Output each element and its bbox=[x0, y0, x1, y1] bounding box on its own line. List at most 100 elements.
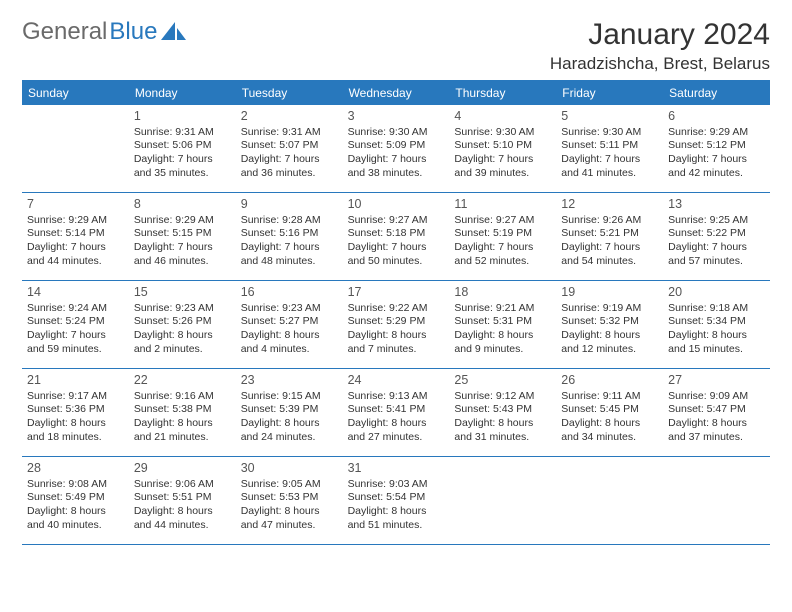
day-info: Sunrise: 9:21 AMSunset: 5:31 PMDaylight:… bbox=[454, 302, 551, 357]
calendar-cell: 17Sunrise: 9:22 AMSunset: 5:29 PMDayligh… bbox=[343, 281, 450, 369]
header: GeneralBlue January 2024 Haradzishcha, B… bbox=[22, 18, 770, 74]
logo: GeneralBlue bbox=[22, 18, 187, 46]
day-number: 9 bbox=[241, 196, 338, 213]
calendar-cell: 26Sunrise: 9:11 AMSunset: 5:45 PMDayligh… bbox=[556, 369, 663, 457]
day-info: Sunrise: 9:12 AMSunset: 5:43 PMDaylight:… bbox=[454, 390, 551, 445]
calendar-cell: 12Sunrise: 9:26 AMSunset: 5:21 PMDayligh… bbox=[556, 193, 663, 281]
calendar-grid: SundayMondayTuesdayWednesdayThursdayFrid… bbox=[22, 80, 770, 545]
day-header: Tuesday bbox=[236, 81, 343, 105]
calendar-cell: 20Sunrise: 9:18 AMSunset: 5:34 PMDayligh… bbox=[663, 281, 770, 369]
day-info: Sunrise: 9:25 AMSunset: 5:22 PMDaylight:… bbox=[668, 214, 765, 269]
day-number: 5 bbox=[561, 108, 658, 125]
calendar-cell bbox=[663, 457, 770, 545]
calendar-cell: 27Sunrise: 9:09 AMSunset: 5:47 PMDayligh… bbox=[663, 369, 770, 457]
day-number: 17 bbox=[348, 284, 445, 301]
day-info: Sunrise: 9:23 AMSunset: 5:27 PMDaylight:… bbox=[241, 302, 338, 357]
calendar-cell: 1Sunrise: 9:31 AMSunset: 5:06 PMDaylight… bbox=[129, 105, 236, 193]
day-number: 2 bbox=[241, 108, 338, 125]
day-info: Sunrise: 9:05 AMSunset: 5:53 PMDaylight:… bbox=[241, 478, 338, 533]
day-info: Sunrise: 9:29 AMSunset: 5:15 PMDaylight:… bbox=[134, 214, 231, 269]
day-info: Sunrise: 9:27 AMSunset: 5:18 PMDaylight:… bbox=[348, 214, 445, 269]
calendar-cell: 31Sunrise: 9:03 AMSunset: 5:54 PMDayligh… bbox=[343, 457, 450, 545]
calendar-cell: 30Sunrise: 9:05 AMSunset: 5:53 PMDayligh… bbox=[236, 457, 343, 545]
calendar-cell: 29Sunrise: 9:06 AMSunset: 5:51 PMDayligh… bbox=[129, 457, 236, 545]
day-info: Sunrise: 9:23 AMSunset: 5:26 PMDaylight:… bbox=[134, 302, 231, 357]
day-info: Sunrise: 9:30 AMSunset: 5:10 PMDaylight:… bbox=[454, 126, 551, 181]
day-number: 22 bbox=[134, 372, 231, 389]
day-header: Friday bbox=[556, 81, 663, 105]
day-info: Sunrise: 9:28 AMSunset: 5:16 PMDaylight:… bbox=[241, 214, 338, 269]
day-info: Sunrise: 9:24 AMSunset: 5:24 PMDaylight:… bbox=[27, 302, 124, 357]
day-info: Sunrise: 9:09 AMSunset: 5:47 PMDaylight:… bbox=[668, 390, 765, 445]
calendar-cell bbox=[449, 457, 556, 545]
day-info: Sunrise: 9:19 AMSunset: 5:32 PMDaylight:… bbox=[561, 302, 658, 357]
day-number: 13 bbox=[668, 196, 765, 213]
day-info: Sunrise: 9:03 AMSunset: 5:54 PMDaylight:… bbox=[348, 478, 445, 533]
day-number: 11 bbox=[454, 196, 551, 213]
logo-text-general: General bbox=[22, 18, 107, 46]
day-number: 26 bbox=[561, 372, 658, 389]
day-number: 27 bbox=[668, 372, 765, 389]
day-info: Sunrise: 9:06 AMSunset: 5:51 PMDaylight:… bbox=[134, 478, 231, 533]
day-number: 10 bbox=[348, 196, 445, 213]
calendar-cell: 23Sunrise: 9:15 AMSunset: 5:39 PMDayligh… bbox=[236, 369, 343, 457]
day-number: 15 bbox=[134, 284, 231, 301]
day-number: 12 bbox=[561, 196, 658, 213]
day-number: 18 bbox=[454, 284, 551, 301]
calendar-cell: 21Sunrise: 9:17 AMSunset: 5:36 PMDayligh… bbox=[22, 369, 129, 457]
day-number: 19 bbox=[561, 284, 658, 301]
day-header: Wednesday bbox=[343, 81, 450, 105]
day-info: Sunrise: 9:17 AMSunset: 5:36 PMDaylight:… bbox=[27, 390, 124, 445]
day-number: 29 bbox=[134, 460, 231, 477]
day-number: 20 bbox=[668, 284, 765, 301]
day-number: 7 bbox=[27, 196, 124, 213]
calendar-cell bbox=[556, 457, 663, 545]
logo-text-blue: Blue bbox=[109, 18, 157, 46]
logo-sail-icon bbox=[161, 22, 187, 42]
day-info: Sunrise: 9:18 AMSunset: 5:34 PMDaylight:… bbox=[668, 302, 765, 357]
day-header: Saturday bbox=[663, 81, 770, 105]
calendar-cell: 6Sunrise: 9:29 AMSunset: 5:12 PMDaylight… bbox=[663, 105, 770, 193]
day-number: 28 bbox=[27, 460, 124, 477]
location: Haradzishcha, Brest, Belarus bbox=[550, 54, 770, 74]
calendar-cell: 24Sunrise: 9:13 AMSunset: 5:41 PMDayligh… bbox=[343, 369, 450, 457]
day-number: 16 bbox=[241, 284, 338, 301]
day-number: 30 bbox=[241, 460, 338, 477]
calendar-cell bbox=[22, 105, 129, 193]
day-info: Sunrise: 9:13 AMSunset: 5:41 PMDaylight:… bbox=[348, 390, 445, 445]
day-info: Sunrise: 9:30 AMSunset: 5:11 PMDaylight:… bbox=[561, 126, 658, 181]
day-number: 1 bbox=[134, 108, 231, 125]
calendar-cell: 3Sunrise: 9:30 AMSunset: 5:09 PMDaylight… bbox=[343, 105, 450, 193]
day-info: Sunrise: 9:08 AMSunset: 5:49 PMDaylight:… bbox=[27, 478, 124, 533]
month-title: January 2024 bbox=[550, 18, 770, 52]
day-info: Sunrise: 9:29 AMSunset: 5:12 PMDaylight:… bbox=[668, 126, 765, 181]
calendar-cell: 10Sunrise: 9:27 AMSunset: 5:18 PMDayligh… bbox=[343, 193, 450, 281]
day-info: Sunrise: 9:22 AMSunset: 5:29 PMDaylight:… bbox=[348, 302, 445, 357]
day-number: 6 bbox=[668, 108, 765, 125]
calendar-cell: 14Sunrise: 9:24 AMSunset: 5:24 PMDayligh… bbox=[22, 281, 129, 369]
calendar-cell: 18Sunrise: 9:21 AMSunset: 5:31 PMDayligh… bbox=[449, 281, 556, 369]
calendar-cell: 22Sunrise: 9:16 AMSunset: 5:38 PMDayligh… bbox=[129, 369, 236, 457]
calendar-cell: 19Sunrise: 9:19 AMSunset: 5:32 PMDayligh… bbox=[556, 281, 663, 369]
calendar-cell: 7Sunrise: 9:29 AMSunset: 5:14 PMDaylight… bbox=[22, 193, 129, 281]
calendar-cell: 5Sunrise: 9:30 AMSunset: 5:11 PMDaylight… bbox=[556, 105, 663, 193]
day-number: 3 bbox=[348, 108, 445, 125]
day-info: Sunrise: 9:29 AMSunset: 5:14 PMDaylight:… bbox=[27, 214, 124, 269]
day-info: Sunrise: 9:31 AMSunset: 5:06 PMDaylight:… bbox=[134, 126, 231, 181]
day-info: Sunrise: 9:15 AMSunset: 5:39 PMDaylight:… bbox=[241, 390, 338, 445]
calendar-cell: 25Sunrise: 9:12 AMSunset: 5:43 PMDayligh… bbox=[449, 369, 556, 457]
calendar-cell: 8Sunrise: 9:29 AMSunset: 5:15 PMDaylight… bbox=[129, 193, 236, 281]
day-header: Sunday bbox=[22, 81, 129, 105]
calendar-cell: 11Sunrise: 9:27 AMSunset: 5:19 PMDayligh… bbox=[449, 193, 556, 281]
day-info: Sunrise: 9:11 AMSunset: 5:45 PMDaylight:… bbox=[561, 390, 658, 445]
day-info: Sunrise: 9:16 AMSunset: 5:38 PMDaylight:… bbox=[134, 390, 231, 445]
day-number: 23 bbox=[241, 372, 338, 389]
calendar-cell: 13Sunrise: 9:25 AMSunset: 5:22 PMDayligh… bbox=[663, 193, 770, 281]
day-info: Sunrise: 9:31 AMSunset: 5:07 PMDaylight:… bbox=[241, 126, 338, 181]
day-number: 8 bbox=[134, 196, 231, 213]
day-number: 14 bbox=[27, 284, 124, 301]
day-info: Sunrise: 9:30 AMSunset: 5:09 PMDaylight:… bbox=[348, 126, 445, 181]
day-number: 31 bbox=[348, 460, 445, 477]
title-block: January 2024 Haradzishcha, Brest, Belaru… bbox=[550, 18, 770, 74]
calendar-cell: 16Sunrise: 9:23 AMSunset: 5:27 PMDayligh… bbox=[236, 281, 343, 369]
